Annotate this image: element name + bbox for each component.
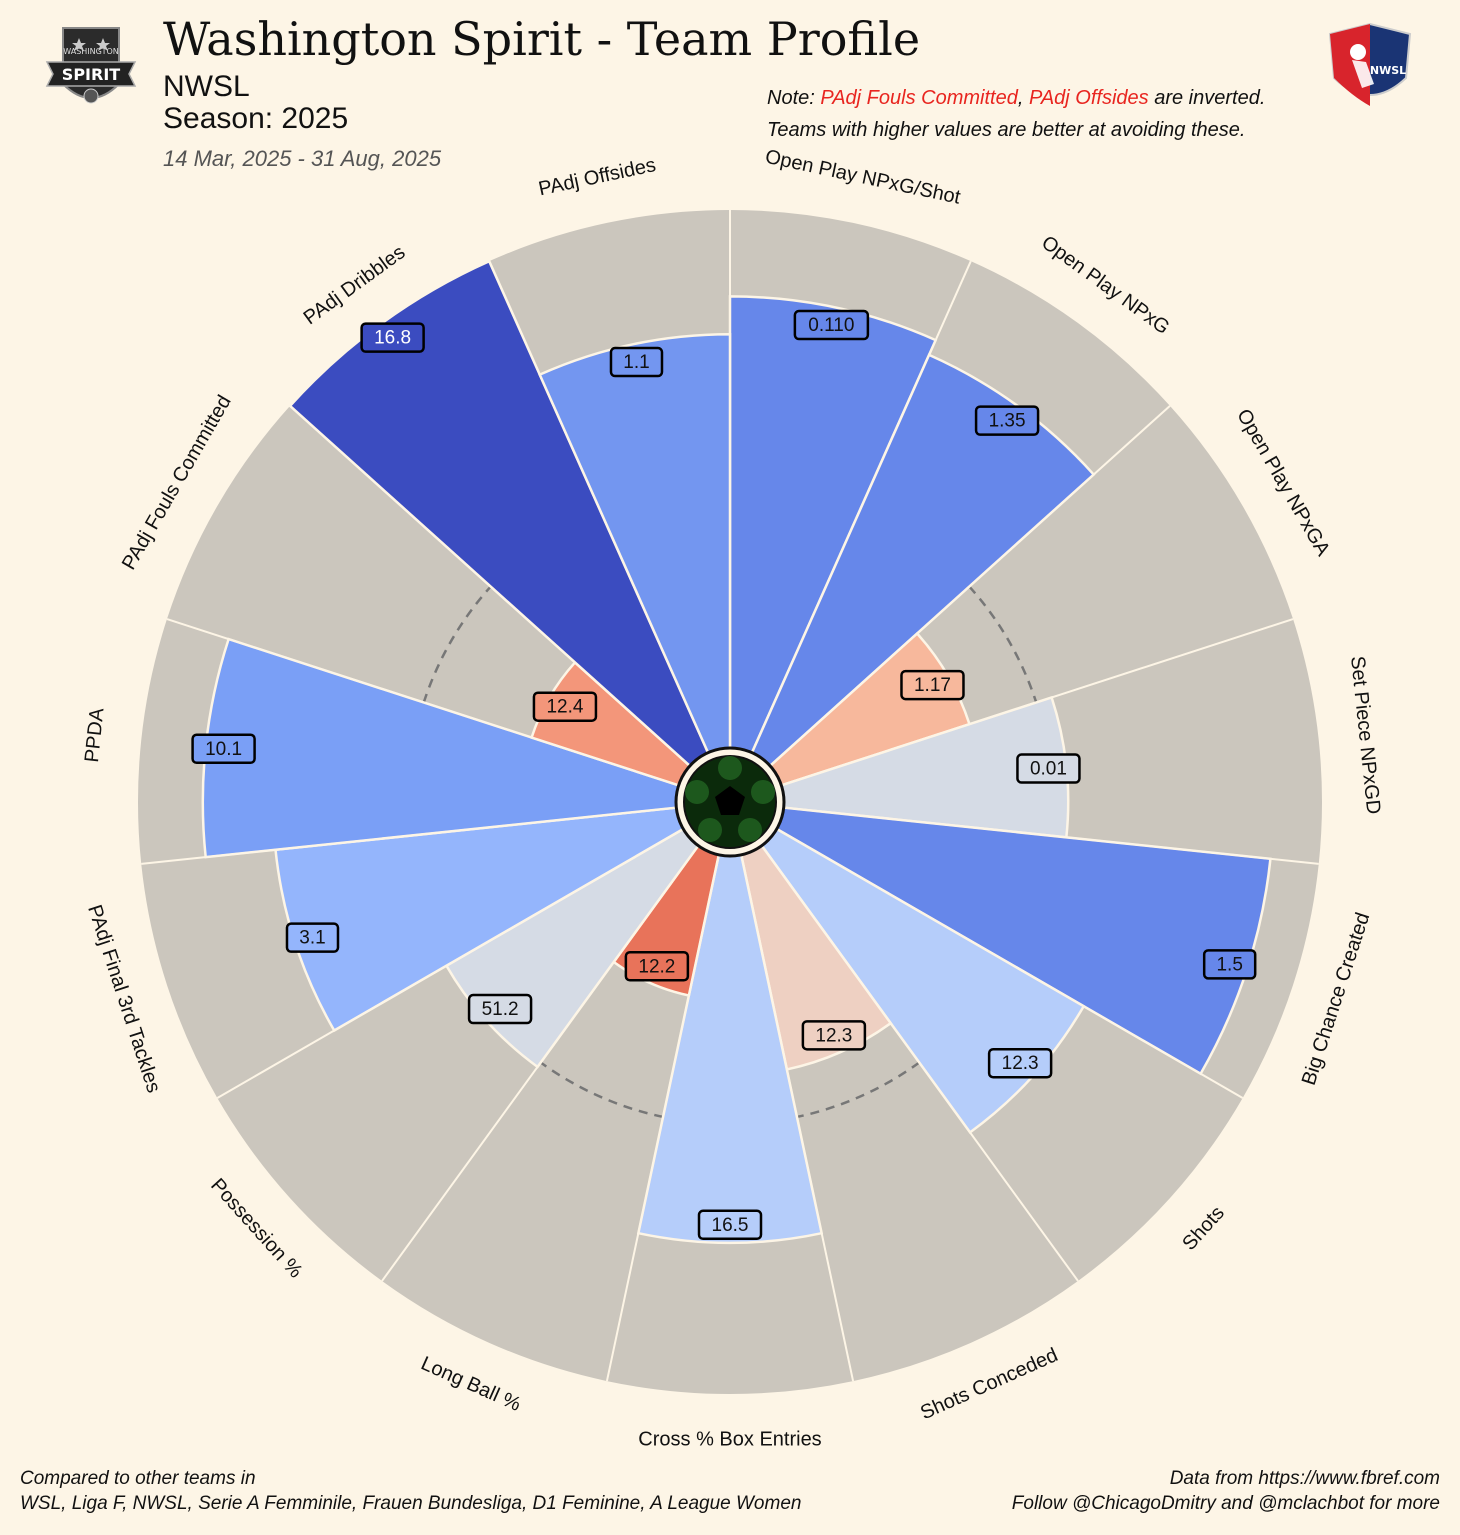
league-name: NWSL <box>163 70 250 103</box>
footer-left-line-1: Compared to other teams in <box>20 1468 256 1489</box>
value-label-open-play-npxg: 1.35 <box>989 411 1026 432</box>
league-logo-text: NWSL <box>1370 64 1406 77</box>
divider-possession <box>381 843 701 1282</box>
footer-right-line-2: Follow @ChicagoDmitry and @mclachbot for… <box>1011 1493 1440 1514</box>
slice-dividers <box>141 210 1319 1382</box>
median-arc-shots-conceded <box>796 1061 921 1119</box>
value-badge-long-ball <box>624 951 690 982</box>
value-badge-cross-box-entries <box>697 1209 763 1241</box>
value-badge-possession <box>467 993 533 1025</box>
value-badge-set-piece-npxgd <box>1016 753 1081 784</box>
value-label-cross-box-entries: 16.5 <box>712 1215 749 1236</box>
divider-padj-dribbles <box>289 405 693 768</box>
divider-padj-final-3rd-tackles <box>216 827 686 1099</box>
value-badge-padj-offsides <box>609 346 664 378</box>
divider-big-chance-created <box>781 806 1319 865</box>
value-badge-padj-dribbles <box>360 322 425 353</box>
value-badge-open-play-npxg-shot <box>793 309 870 341</box>
value-label-padj-dribbles: 16.8 <box>374 328 411 349</box>
note-inverted-2: PAdj Offsides <box>1028 87 1149 109</box>
value-badge-shots <box>987 1047 1053 1079</box>
value-slices <box>201 259 1272 1244</box>
divider-ppda <box>141 806 679 865</box>
value-label-open-play-npxg-shot: 0.110 <box>808 315 854 336</box>
value-badge-padj-fouls-committed <box>532 691 598 722</box>
median-arc-padj-fouls-committed <box>422 585 492 703</box>
divider-set-piece-npxgd <box>779 618 1294 787</box>
value-label-open-play-npxga: 1.17 <box>914 675 951 696</box>
note-prefix: Note: <box>767 87 821 109</box>
team-logo: WASHINGTON SPIRIT <box>45 27 137 104</box>
footer-comparison: Compared to other teams in WSL, Liga F, … <box>20 1466 801 1516</box>
divider-padj-offsides <box>488 260 710 755</box>
team-logo-subtext: WASHINGTON <box>63 47 118 56</box>
note-separator: , <box>1017 87 1029 109</box>
value-label-padj-fouls-committed: 12.4 <box>546 697 583 718</box>
divider-shots <box>774 827 1244 1099</box>
value-labels: 0.110 1.35 1.17 0.01 1.5 12.3 12.3 16.5 12.2 51.2… <box>191 309 1257 1241</box>
value-label-set-piece-npxgd: 0.01 <box>1030 759 1067 780</box>
value-label-shots: 12.3 <box>1002 1053 1039 1074</box>
value-badge-shots-conceded <box>801 1020 867 1051</box>
value-badge-big-chance-created <box>1202 949 1257 980</box>
metric-label-set-piece-npxgd: Set Piece NPxGD <box>1346 655 1384 815</box>
metric-label-ppda: PPDA <box>81 706 109 763</box>
divider-long-ball <box>605 852 721 1382</box>
value-label-padj-offsides: 1.1 <box>623 352 649 373</box>
value-label-shots-conceded: 12.3 <box>815 1025 852 1046</box>
metric-label-shots: Shots <box>1178 1202 1229 1255</box>
metric-label-open-play-npxg-shot: Open Play NPxG/Shot <box>763 146 963 209</box>
note-line-2: Teams with higher values are better at a… <box>767 119 1246 141</box>
value-badge-open-play-npxga <box>900 669 965 701</box>
footer-credits: Data from https://www.fbref.com Follow @… <box>1012 1466 1440 1516</box>
value-badge-padj-final-3rd-tackles <box>285 922 340 953</box>
median-arc-open-play-npxga <box>968 585 1038 703</box>
inversion-note: Note: PAdj Fouls Committed, PAdj Offside… <box>767 82 1265 146</box>
note-inverted-1: PAdj Fouls Committed <box>820 87 1018 109</box>
center-ball-icon <box>674 746 786 858</box>
metric-label-shots-conceded: Shots Conceded <box>917 1344 1061 1424</box>
value-label-big-chance-created: 1.5 <box>1216 954 1242 975</box>
divider-cross-box-entries <box>739 852 855 1382</box>
value-label-long-ball: 12.2 <box>638 956 675 977</box>
divider-open-play-npxg <box>750 260 972 755</box>
team-logo-text: SPIRIT <box>62 65 120 84</box>
page-title: Washington Spirit - Team Profile <box>163 12 921 66</box>
value-label-possession: 51.2 <box>482 999 519 1020</box>
metric-label-padj-offsides: PAdj Offsides <box>537 154 658 200</box>
value-label-padj-final-3rd-tackles: 3.1 <box>299 928 325 949</box>
footer-right-line-1: Data from https://www.fbref.com <box>1169 1468 1440 1489</box>
metric-label-cross-box-entries: Cross % Box Entries <box>638 1428 821 1450</box>
divider-open-play-npxga <box>767 405 1171 768</box>
metric-label-big-chance-created: Big Chance Created <box>1298 910 1375 1088</box>
footer-left-line-2: WSL, Liga F, NWSL, Serie A Femminile, Fr… <box>20 1493 802 1514</box>
season-label: Season: 2025 <box>163 102 349 135</box>
date-range: 14 Mar, 2025 - 31 Aug, 2025 <box>163 146 442 171</box>
metric-label-long-ball: Long Ball % <box>418 1352 525 1416</box>
value-label-ppda: 10.1 <box>205 739 242 760</box>
divider-padj-fouls-committed <box>166 618 681 787</box>
value-badge-ppda <box>191 733 256 765</box>
median-arc-long-ball <box>539 1061 664 1119</box>
value-badge-open-play-npxg <box>974 405 1040 436</box>
league-logo: NWSL <box>1328 22 1412 106</box>
note-suffix: are inverted. <box>1148 87 1266 109</box>
divider-shots-conceded <box>759 843 1079 1282</box>
note-line-1: Note: PAdj Fouls Committed, PAdj Offside… <box>767 82 1265 114</box>
